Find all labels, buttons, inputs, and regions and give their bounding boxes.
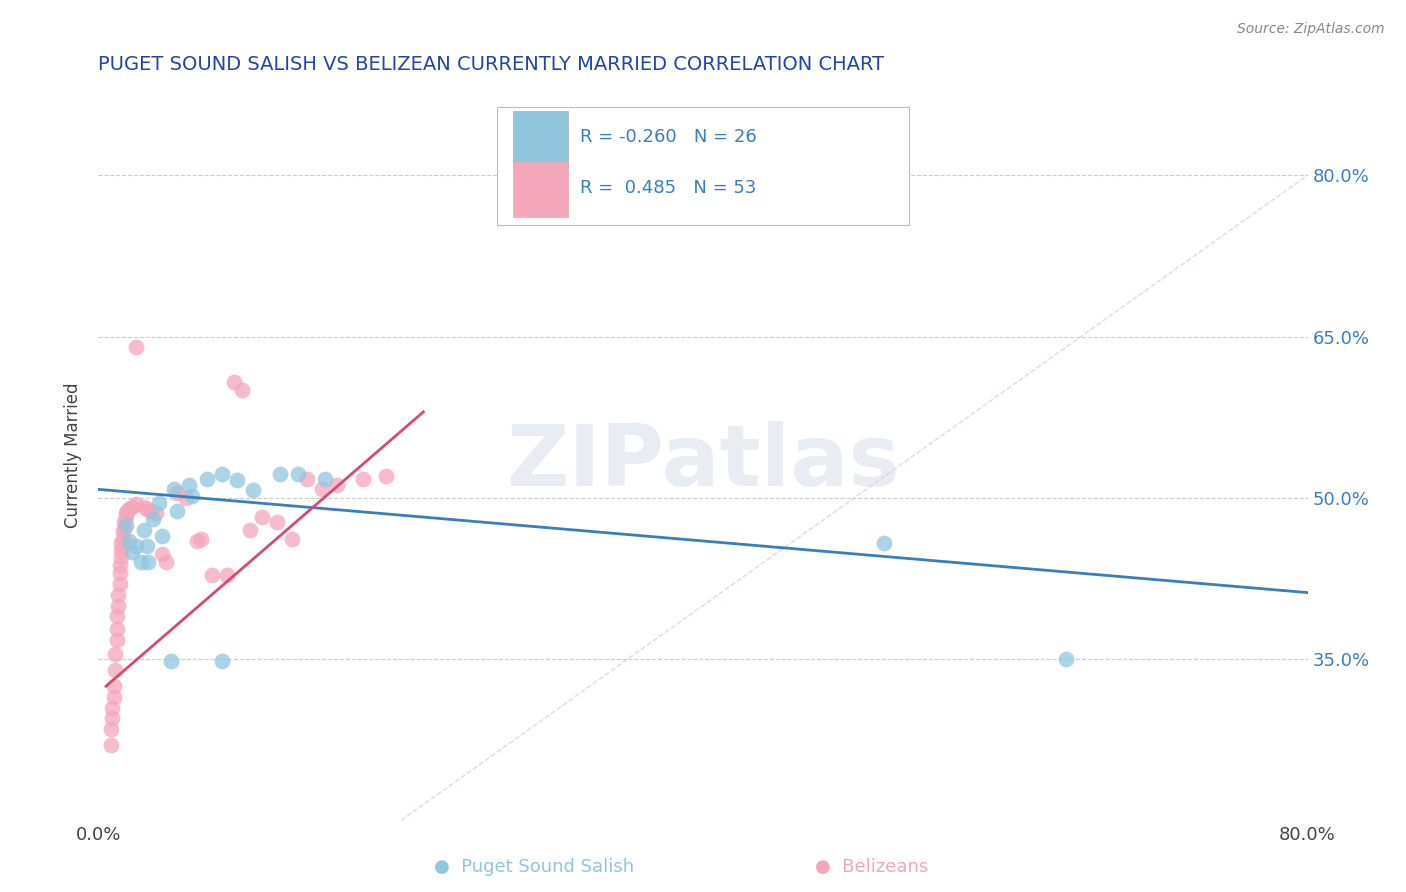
Point bbox=[103, 679, 125, 693]
Point bbox=[104, 663, 127, 677]
Point bbox=[121, 500, 143, 514]
Point bbox=[150, 547, 173, 561]
Point bbox=[101, 700, 124, 714]
Point bbox=[121, 545, 143, 559]
Point bbox=[108, 577, 131, 591]
Point bbox=[104, 647, 127, 661]
Point bbox=[145, 506, 167, 520]
Point bbox=[326, 478, 349, 492]
Point bbox=[873, 536, 896, 550]
Point bbox=[374, 469, 396, 483]
Point bbox=[129, 556, 152, 570]
Text: R =  0.485   N = 53: R = 0.485 N = 53 bbox=[579, 179, 756, 197]
Point bbox=[107, 588, 129, 602]
Point bbox=[108, 566, 131, 581]
Point bbox=[281, 532, 304, 546]
Text: ●  Belizeans: ● Belizeans bbox=[815, 858, 928, 876]
Point bbox=[141, 504, 163, 518]
Point bbox=[242, 483, 264, 498]
Text: ZIPatlas: ZIPatlas bbox=[506, 421, 900, 504]
Text: R = -0.260   N = 26: R = -0.260 N = 26 bbox=[579, 128, 756, 145]
Point bbox=[295, 472, 318, 486]
Point bbox=[195, 472, 218, 486]
Point bbox=[250, 510, 273, 524]
Point bbox=[103, 690, 125, 704]
Point bbox=[211, 655, 233, 669]
Point bbox=[100, 739, 122, 753]
Point bbox=[125, 340, 148, 354]
Point bbox=[110, 550, 132, 565]
Point bbox=[135, 539, 157, 553]
Point bbox=[125, 497, 148, 511]
Point bbox=[136, 556, 159, 570]
FancyBboxPatch shape bbox=[513, 162, 568, 218]
Point bbox=[190, 532, 212, 546]
Text: ●  Puget Sound Salish: ● Puget Sound Salish bbox=[434, 858, 634, 876]
Point bbox=[166, 485, 188, 500]
Point bbox=[105, 609, 128, 624]
Point bbox=[287, 467, 309, 482]
Point bbox=[186, 533, 208, 548]
Point bbox=[110, 542, 132, 557]
Point bbox=[112, 521, 135, 535]
Point bbox=[239, 523, 262, 537]
Point bbox=[132, 523, 155, 537]
Point bbox=[114, 510, 136, 524]
Point bbox=[114, 517, 136, 532]
Point bbox=[110, 536, 132, 550]
Y-axis label: Currently Married: Currently Married bbox=[65, 382, 83, 528]
Point bbox=[266, 515, 288, 529]
Point bbox=[142, 512, 165, 526]
Point bbox=[314, 472, 336, 486]
Point bbox=[352, 472, 374, 486]
Text: Source: ZipAtlas.com: Source: ZipAtlas.com bbox=[1237, 22, 1385, 37]
Point bbox=[114, 506, 136, 520]
Point bbox=[179, 478, 201, 492]
Point bbox=[148, 496, 170, 510]
Point bbox=[311, 483, 333, 497]
Text: PUGET SOUND SALISH VS BELIZEAN CURRENTLY MARRIED CORRELATION CHART: PUGET SOUND SALISH VS BELIZEAN CURRENTLY… bbox=[98, 54, 884, 74]
Point bbox=[224, 375, 246, 389]
Point bbox=[125, 539, 148, 553]
Point bbox=[269, 467, 291, 482]
Point bbox=[132, 500, 155, 514]
Point bbox=[118, 501, 141, 516]
Point bbox=[155, 556, 177, 570]
FancyBboxPatch shape bbox=[498, 108, 908, 225]
Point bbox=[111, 532, 134, 546]
Point bbox=[1054, 652, 1077, 666]
Point bbox=[150, 528, 173, 542]
Point bbox=[231, 384, 253, 398]
Point bbox=[118, 533, 141, 548]
FancyBboxPatch shape bbox=[513, 112, 568, 166]
Point bbox=[100, 723, 122, 737]
Point bbox=[105, 632, 128, 647]
Point bbox=[111, 525, 134, 540]
Point bbox=[201, 568, 224, 582]
Point bbox=[112, 515, 135, 529]
Point bbox=[215, 568, 238, 582]
Point bbox=[174, 491, 197, 505]
Point bbox=[105, 622, 128, 636]
Point bbox=[101, 711, 124, 725]
Point bbox=[160, 655, 183, 669]
Point bbox=[115, 504, 138, 518]
Point bbox=[226, 473, 249, 487]
Point bbox=[135, 501, 157, 516]
Point bbox=[107, 599, 129, 613]
Point bbox=[163, 483, 186, 497]
Point bbox=[211, 467, 233, 482]
Point bbox=[181, 489, 204, 503]
Point bbox=[166, 504, 188, 518]
Point bbox=[108, 558, 131, 572]
